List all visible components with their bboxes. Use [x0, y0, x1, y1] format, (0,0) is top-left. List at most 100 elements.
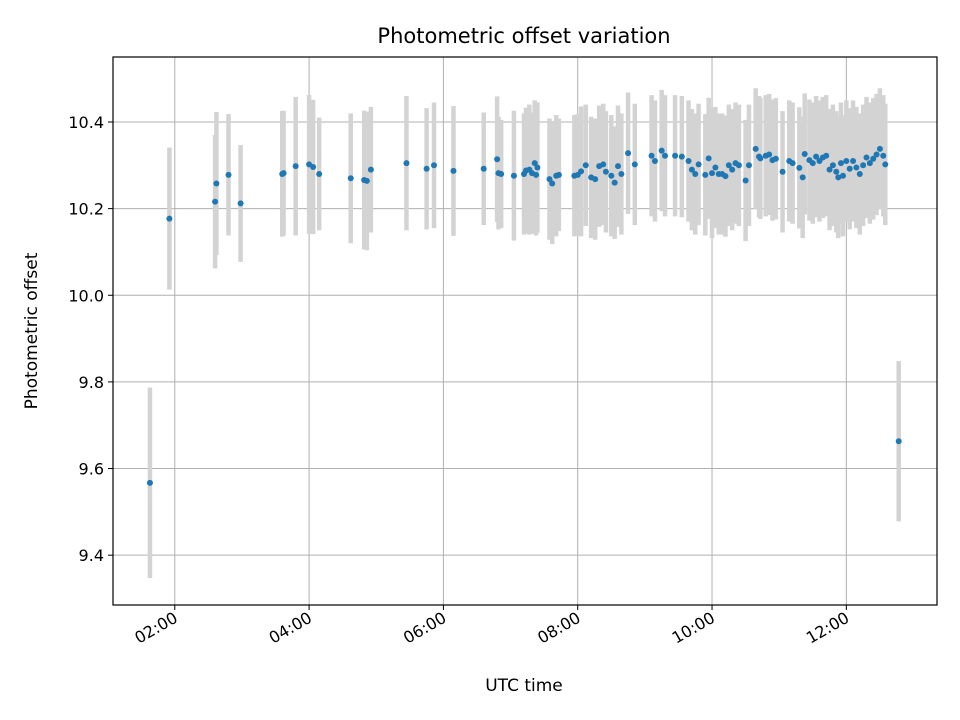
y-tick-label: 10.2 — [68, 200, 104, 219]
data-point — [533, 171, 540, 178]
data-point — [549, 180, 556, 187]
data-point — [625, 150, 632, 157]
y-tick-label: 9.8 — [79, 373, 104, 392]
data-point — [712, 164, 719, 171]
data-point — [779, 168, 786, 175]
data-point — [363, 177, 370, 184]
data-point — [618, 170, 625, 177]
data-point — [672, 152, 679, 159]
data-point — [772, 155, 779, 162]
data-point — [702, 171, 709, 178]
data-point — [873, 151, 880, 158]
data-point — [829, 162, 836, 169]
data-point — [685, 157, 692, 164]
data-point — [546, 176, 553, 183]
chart-title: Photometric offset variation — [377, 24, 670, 48]
data-point — [582, 162, 589, 169]
data-point — [863, 154, 870, 161]
x-axis-title: UTC time — [485, 676, 563, 696]
data-point — [705, 155, 712, 162]
data-point — [534, 164, 541, 171]
data-point — [735, 162, 742, 169]
data-point — [876, 145, 883, 152]
data-point — [555, 171, 562, 178]
data-point — [692, 170, 699, 177]
data-point — [316, 170, 323, 177]
y-tick-label: 9.6 — [79, 460, 104, 479]
data-point — [799, 174, 806, 181]
data-point — [757, 155, 764, 162]
data-point — [225, 171, 232, 178]
data-point — [498, 170, 505, 177]
data-point — [347, 175, 354, 182]
data-point — [742, 177, 749, 184]
data-point — [310, 164, 317, 171]
data-point — [856, 170, 863, 177]
data-point — [843, 157, 850, 164]
data-point — [608, 172, 615, 179]
data-point — [695, 161, 702, 168]
data-point — [745, 162, 752, 169]
data-point — [648, 152, 655, 159]
data-point — [729, 166, 736, 173]
data-point — [796, 164, 803, 171]
y-tick-label: 9.4 — [79, 546, 104, 565]
data-point — [651, 157, 658, 164]
data-point — [839, 172, 846, 179]
data-point — [602, 168, 609, 175]
data-point — [494, 156, 501, 163]
data-point — [722, 173, 729, 180]
data-point — [895, 438, 902, 445]
data-point — [450, 167, 457, 174]
data-point — [678, 153, 685, 160]
data-point — [146, 479, 153, 486]
data-point — [611, 179, 618, 186]
data-point — [835, 174, 842, 181]
data-point — [658, 147, 665, 154]
data-point — [725, 162, 732, 169]
data-point — [531, 160, 538, 167]
data-point — [662, 152, 669, 159]
data-point — [578, 168, 585, 175]
y-tick-label: 10.0 — [68, 286, 104, 305]
y-tick-label: 10.4 — [68, 113, 104, 132]
data-point — [870, 155, 877, 162]
data-point — [615, 163, 622, 170]
data-point — [367, 166, 374, 173]
data-point — [403, 160, 410, 167]
data-point — [823, 152, 830, 159]
data-point — [510, 172, 517, 179]
data-point — [480, 165, 487, 172]
data-point — [801, 151, 808, 158]
data-point — [237, 200, 244, 207]
data-point — [766, 151, 773, 158]
data-points — [146, 145, 902, 486]
data-point — [850, 157, 857, 164]
data-point — [423, 165, 430, 172]
y-axis-ticks: 9.4 9.6 9.8 10.0 10.2 10.4 — [68, 113, 113, 565]
data-point — [846, 165, 853, 172]
data-point — [860, 162, 867, 169]
data-point — [213, 180, 220, 187]
data-point — [709, 170, 716, 177]
plot-area-frame — [112, 56, 938, 606]
data-point — [752, 145, 759, 152]
y-axis-title: Photometric offset — [22, 252, 42, 409]
data-point — [600, 161, 607, 168]
data-point — [809, 160, 816, 167]
data-point — [833, 168, 840, 175]
data-point — [789, 160, 796, 167]
data-point — [431, 162, 438, 169]
data-point — [292, 163, 299, 170]
data-point — [826, 166, 833, 173]
data-point — [688, 166, 695, 173]
data-point — [631, 161, 638, 168]
data-point — [866, 160, 873, 167]
data-point — [880, 152, 887, 159]
data-point — [280, 170, 287, 177]
data-point — [882, 161, 889, 168]
data-point — [813, 153, 820, 160]
data-point — [837, 160, 844, 167]
data-point — [853, 164, 860, 171]
